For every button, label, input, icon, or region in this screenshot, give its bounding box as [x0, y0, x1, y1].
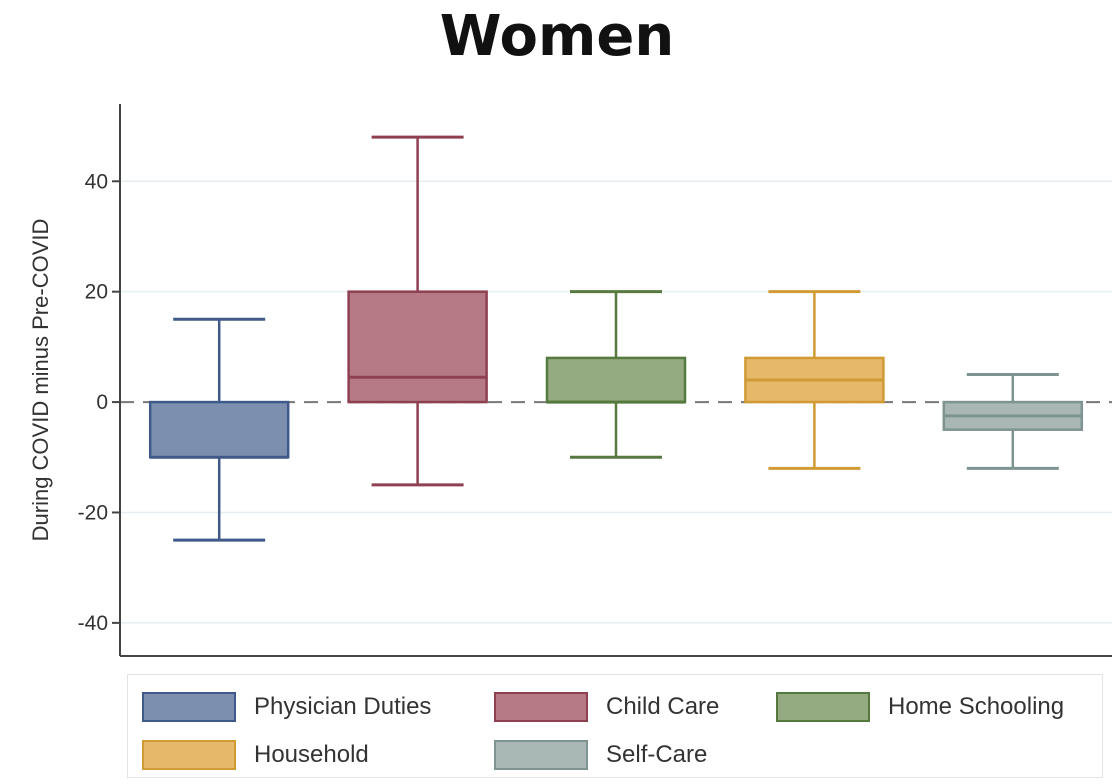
legend-label: Self-Care	[606, 741, 708, 768]
y-tick-label: -20	[78, 501, 108, 524]
box-home-schooling	[545, 290, 687, 459]
y-tick-label: 20	[85, 281, 108, 304]
box-household	[744, 290, 885, 470]
y-tick-label: 40	[85, 170, 108, 193]
legend-item: Household	[142, 737, 369, 773]
legend-swatch	[776, 692, 870, 722]
y-tick-label: 0	[96, 391, 108, 414]
legend-item: Child Care	[494, 689, 719, 725]
y-tick-label: -40	[78, 612, 108, 635]
box-child-care	[347, 135, 488, 487]
legend-item: Self-Care	[494, 737, 707, 773]
iqr-box	[545, 356, 687, 404]
iqr-box	[347, 290, 488, 404]
axes	[119, 104, 1112, 657]
box-physician-duties	[148, 317, 290, 542]
y-axis-title: During COVID minus Pre-COVID	[28, 219, 53, 542]
legend-swatch	[142, 740, 236, 770]
legend-item: Physician Duties	[142, 689, 431, 725]
legend-swatch	[494, 740, 588, 770]
legend-label: Physician Duties	[254, 693, 432, 720]
iqr-box	[148, 400, 290, 459]
box-plots	[148, 135, 1084, 542]
plot-area: 40 20 0 -20 -40 During COVID minus Pre-COVID	[28, 104, 1112, 657]
legend-label: Home Schooling	[888, 693, 1065, 720]
legend-item: Home Schooling	[776, 689, 1064, 725]
legend-label: Child Care	[606, 693, 720, 720]
box-self-care	[942, 372, 1084, 470]
legend-swatch	[494, 692, 588, 722]
legend-label: Household	[254, 741, 369, 768]
legend-swatch	[142, 692, 236, 722]
chart-title: Women	[439, 4, 675, 69]
legend: Physician Duties Child Care Home Schooling…	[127, 674, 1103, 778]
y-ticks: 40 20 0 -20 -40	[78, 170, 120, 635]
